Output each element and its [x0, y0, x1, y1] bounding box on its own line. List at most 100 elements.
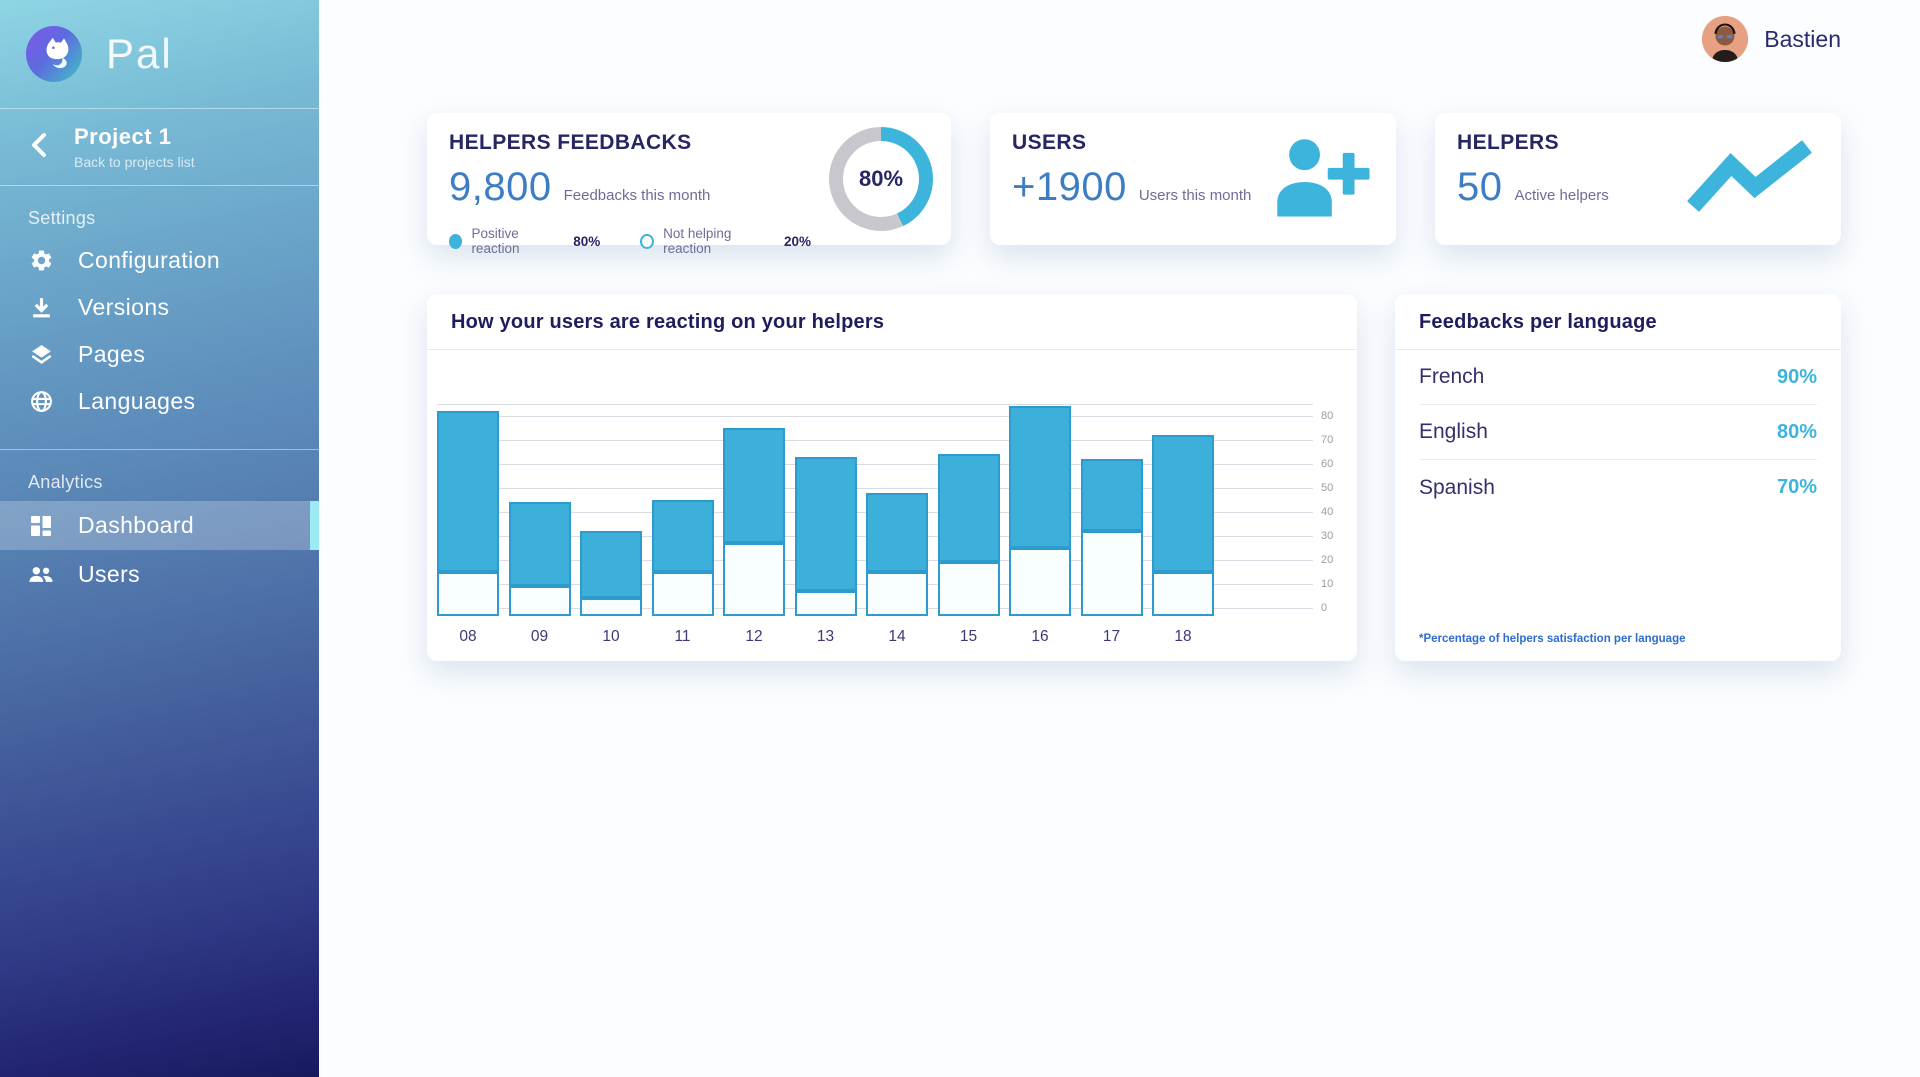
sidebar-item-label: Pages	[78, 341, 146, 367]
bar-chart-plot-area: 0 10 20 30 40 50 60 70 80 08 09 10 11 12 13 14 15 16 17 18	[437, 386, 1337, 645]
bar-segment-not-helping	[1009, 548, 1071, 616]
y-axis-tick-label: 70	[1321, 434, 1334, 446]
back-to-projects-label: Back to projects list	[74, 154, 195, 170]
feedbacks-per-language-card: Feedbacks per language French 90% Englis…	[1395, 294, 1841, 661]
x-axis-tick-label: 16	[1031, 628, 1049, 645]
bar-segment-not-helping	[866, 572, 928, 616]
back-to-projects-button[interactable]: Project 1 Back to projects list	[0, 109, 319, 185]
bar-segment-not-helping	[508, 586, 571, 616]
users-icon	[28, 562, 54, 588]
bar-chart: 0 10 20 30 40 50 60 70 80 08 09 10 11 12 13 14 15 16 17 18	[427, 350, 1357, 645]
language-name: Spanish	[1419, 475, 1495, 499]
sidebar-item-label: Versions	[78, 294, 170, 320]
bar-segment-positive	[1009, 406, 1071, 548]
y-axis-tick-label: 40	[1321, 506, 1334, 518]
divider	[427, 349, 1357, 350]
bar-segment-positive	[651, 500, 714, 572]
bar-08	[437, 386, 499, 616]
bar-segment-not-helping	[1152, 572, 1214, 616]
legend-item-not-helping: Not helping reaction 20%	[640, 226, 811, 256]
language-name: French	[1419, 365, 1485, 388]
layers-icon	[28, 342, 54, 368]
stat-cards-row: HELPERS FEEDBACKS 9,800 Feedbacks this m…	[427, 113, 1841, 256]
bar-segment-not-helping	[937, 562, 1000, 616]
legend-value: 80%	[573, 233, 601, 249]
x-axis-tick-label: 10	[602, 628, 620, 645]
bar-16	[1009, 386, 1071, 616]
helpers-caption: Active helpers	[1514, 187, 1609, 204]
x-axis-tick-label: 09	[530, 628, 549, 645]
sidebar: Pal Project 1 Back to projects list Sett…	[0, 0, 319, 1077]
bar-segment-positive	[937, 454, 1000, 563]
y-axis-tick-label: 10	[1321, 578, 1334, 590]
bar-11	[651, 386, 714, 616]
bar-10	[580, 386, 642, 616]
bar-17	[1080, 386, 1143, 616]
y-axis-tick-label: 30	[1321, 530, 1334, 542]
helpers-card: HELPERS 50 Active helpers	[1435, 113, 1841, 245]
bar-09	[508, 386, 571, 616]
settings-section-label: Settings	[28, 208, 96, 228]
languages-card-title: Feedbacks per language	[1419, 311, 1657, 333]
bar-segment-positive	[723, 428, 785, 544]
divider	[1395, 349, 1841, 350]
language-rows: French 90% English 80% Spanish 70%	[1395, 350, 1841, 515]
user-plus-icon	[1270, 136, 1370, 223]
language-value: 90%	[1776, 365, 1817, 388]
card-title: USERS	[1012, 131, 1087, 154]
x-axis-tick-label: 13	[816, 628, 835, 645]
x-axis-tick-label: 15	[959, 628, 978, 645]
globe-icon	[28, 389, 54, 415]
not-helping-dot-icon	[640, 233, 655, 249]
sidebar-item-versions[interactable]: Versions	[0, 284, 319, 331]
fox-logo-icon	[26, 26, 82, 82]
language-value: 70%	[1776, 476, 1817, 498]
bar-14	[866, 386, 928, 616]
x-axis-tick-label: 12	[745, 628, 763, 645]
gridline	[437, 464, 1313, 465]
sidebar-item-languages[interactable]: Languages	[0, 378, 319, 425]
bar-segment-positive	[794, 456, 857, 592]
language-value: 80%	[1776, 420, 1817, 443]
bar-18	[1152, 386, 1214, 616]
y-axis-tick-label: 60	[1321, 458, 1334, 470]
legend-item-positive: Positive reaction 80%	[449, 226, 600, 256]
bar-segment-positive	[508, 502, 571, 587]
positive-reaction-dot-icon	[449, 233, 463, 249]
trend-line-icon	[1687, 140, 1815, 218]
gridline	[437, 440, 1313, 441]
x-axis-tick-label: 14	[888, 628, 906, 645]
language-row-french: French 90%	[1419, 350, 1817, 405]
y-axis-tick-label: 0	[1321, 602, 1328, 614]
charts-row: How your users are reacting on your help…	[427, 294, 1841, 661]
bar-segment-not-helping	[580, 598, 642, 616]
app-title: Pal	[106, 30, 173, 77]
sidebar-item-pages[interactable]: Pages	[0, 331, 319, 378]
legend-value: 20%	[783, 233, 811, 249]
users-count: +1900	[1012, 165, 1127, 209]
sidebar-item-users[interactable]: Users	[0, 550, 319, 599]
y-axis-tick-label: 20	[1321, 554, 1334, 566]
feedbacks-caption: Feedbacks this month	[563, 187, 711, 204]
analytics-section-label: Analytics	[28, 472, 103, 492]
language-row-spanish: Spanish 70%	[1419, 460, 1817, 515]
project-name: Project 1	[74, 124, 172, 149]
feedbacks-count: 9,800	[449, 165, 552, 209]
sidebar-item-configuration[interactable]: Configuration	[0, 237, 319, 284]
x-axis-tick-label: 11	[674, 628, 691, 645]
avatar[interactable]	[1702, 16, 1749, 62]
card-title: HELPERS	[1457, 131, 1559, 154]
y-axis-tick-label: 50	[1321, 482, 1334, 494]
sidebar-item-label: Dashboard	[78, 512, 195, 538]
main-content: Bastien HELPERS FEEDBACKS 9,800 Feedback…	[319, 0, 1920, 1077]
sidebar-item-dashboard[interactable]: Dashboard	[0, 501, 319, 550]
languages-footnote: *Percentage of helpers satisfaction per …	[1419, 633, 1686, 645]
donut-chart: 80%	[829, 127, 933, 231]
gridline	[437, 404, 1313, 405]
chart-title: How your users are reacting on your help…	[451, 311, 885, 333]
legend-label: Positive reaction	[471, 226, 520, 256]
y-axis-tick-label: 80	[1321, 410, 1334, 422]
helpers-count: 50	[1457, 165, 1503, 209]
app-logo: Pal	[0, 0, 319, 108]
sidebar-item-label: Users	[78, 561, 141, 587]
